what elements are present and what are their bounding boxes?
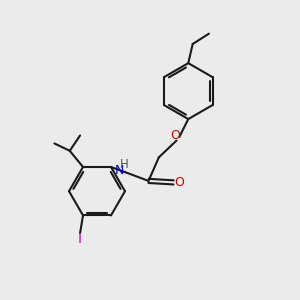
Text: N: N (114, 164, 124, 177)
Text: H: H (119, 158, 128, 171)
Text: O: O (175, 176, 184, 189)
Text: O: O (171, 129, 181, 142)
Text: I: I (78, 232, 82, 246)
